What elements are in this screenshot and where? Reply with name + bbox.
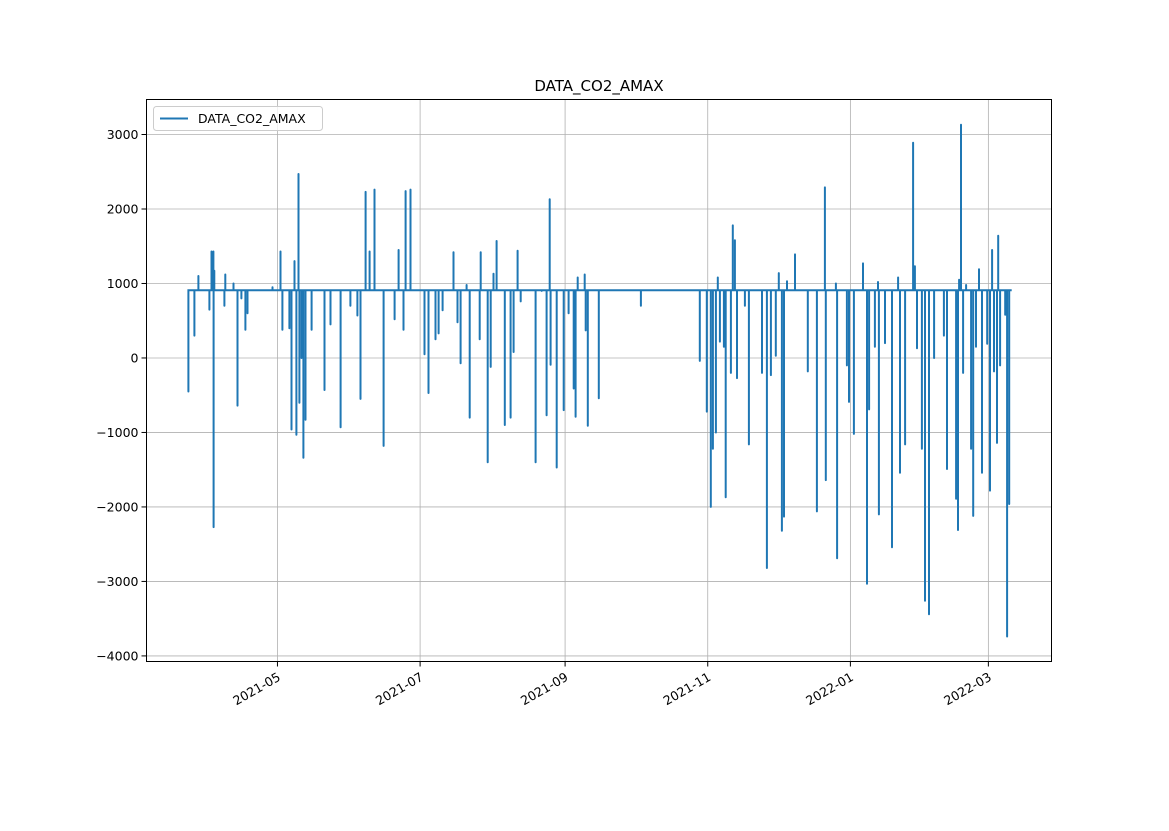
legend-label: DATA_CO2_AMAX xyxy=(198,111,306,126)
plot-frame xyxy=(146,99,1052,662)
chart-title: DATA_CO2_AMAX xyxy=(534,77,663,96)
y-tick-label: 1000 xyxy=(107,276,139,291)
y-tick-label: 0 xyxy=(131,350,139,365)
y-axis: 3000 2000 1000 0 −1000 −2000 −3000 −4000 xyxy=(96,127,147,663)
y-tick-label: −1000 xyxy=(96,425,138,440)
y-tick-label: −3000 xyxy=(96,574,138,589)
series-line xyxy=(187,123,1012,638)
y-tick-label: 2000 xyxy=(107,201,139,216)
y-tick-label: −2000 xyxy=(96,499,138,514)
legend-box xyxy=(153,106,323,131)
series-group xyxy=(187,123,1012,638)
legend: DATA_CO2_AMAX xyxy=(153,106,323,131)
y-tick-label: 3000 xyxy=(107,127,139,142)
y-tick-label: −4000 xyxy=(96,648,138,663)
